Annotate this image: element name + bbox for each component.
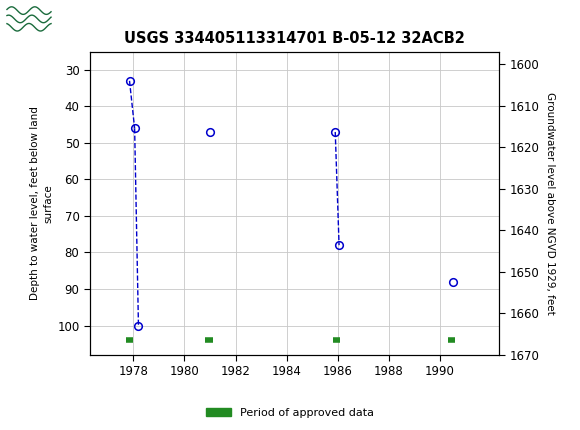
Legend: Period of approved data: Period of approved data xyxy=(202,403,378,422)
Y-axis label: Depth to water level, feet below land
surface: Depth to water level, feet below land su… xyxy=(30,106,53,300)
Title: USGS 334405113314701 B-05-12 32ACB2: USGS 334405113314701 B-05-12 32ACB2 xyxy=(124,31,465,46)
Text: USGS: USGS xyxy=(59,10,114,28)
Y-axis label: Groundwater level above NGVD 1929, feet: Groundwater level above NGVD 1929, feet xyxy=(545,92,554,315)
FancyBboxPatch shape xyxy=(6,3,52,35)
